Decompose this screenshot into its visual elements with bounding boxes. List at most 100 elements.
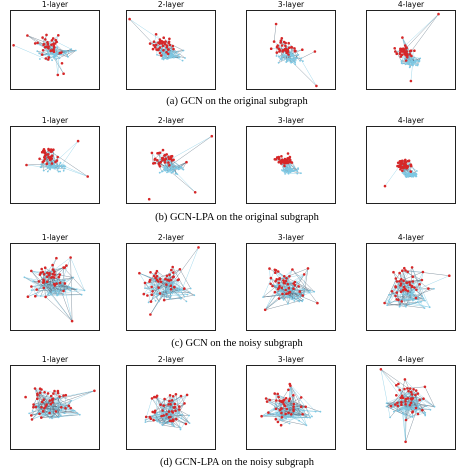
graph-node-blue — [403, 58, 406, 60]
graph-node-blue — [181, 288, 183, 291]
graph-node-red — [50, 150, 53, 153]
graph-node-red — [183, 287, 186, 290]
graph-node-blue — [188, 422, 191, 424]
graph-node-blue — [400, 60, 403, 63]
graph-edge — [43, 277, 74, 289]
graph-node-red — [379, 368, 383, 371]
graph-node-blue — [56, 293, 59, 296]
graph-node-blue — [167, 170, 170, 173]
graph-node-blue — [405, 175, 407, 178]
graph-edge — [177, 279, 181, 291]
graph-edge — [151, 152, 154, 164]
graph-node-red — [169, 155, 173, 158]
graph-node-red — [56, 155, 59, 159]
graph-node-blue — [177, 53, 180, 56]
graph-node-blue — [412, 402, 415, 405]
graph-edge — [265, 293, 283, 310]
graph-edge — [172, 413, 183, 415]
graph-node-blue — [287, 172, 290, 175]
graph-node-red — [276, 270, 280, 273]
graph-node-red — [288, 397, 292, 400]
graph-node-red — [275, 278, 278, 281]
graph-node-red — [421, 270, 425, 274]
graph-node-red — [301, 413, 304, 416]
graph-node-blue — [175, 167, 177, 170]
graph-edge — [155, 149, 164, 159]
graph-node-red — [45, 33, 48, 37]
graph-node-blue — [403, 173, 405, 176]
graph-node-blue — [144, 287, 146, 290]
graph-node-red — [56, 73, 60, 77]
graph-node-blue — [285, 54, 288, 56]
graph-node-blue — [165, 57, 168, 60]
graph-node-blue — [68, 285, 70, 288]
graph-node-red — [144, 415, 148, 419]
graph-node-blue — [179, 166, 182, 169]
graph-node-red — [287, 41, 290, 45]
graph-edge — [294, 58, 297, 65]
graph-node-red — [60, 51, 63, 54]
graph-node-red — [282, 279, 285, 282]
graph-edge — [29, 413, 55, 417]
graph-node-red — [404, 163, 407, 166]
graph-node-red — [148, 280, 151, 283]
graph-node-blue — [168, 169, 170, 171]
graph-node-blue — [73, 409, 76, 412]
graph-node-blue — [296, 57, 299, 59]
graph-node-red — [37, 280, 41, 283]
graph-edge — [26, 163, 47, 166]
graph-edge — [424, 386, 435, 407]
graph-edge — [290, 385, 313, 417]
graph-node-red — [48, 156, 51, 160]
graph-node-blue — [51, 59, 53, 62]
graph-node-blue — [32, 280, 34, 283]
graph-node-blue — [42, 169, 45, 172]
graph-node-red — [291, 268, 294, 271]
graph-node-blue — [416, 170, 418, 172]
graph-node-red — [392, 270, 395, 274]
graph-node-red — [404, 400, 407, 403]
graph-node-red — [42, 278, 45, 282]
graph-node-red — [160, 54, 163, 57]
graph-drawing — [260, 382, 322, 427]
graph-node-blue — [290, 296, 293, 299]
graph-node-blue — [155, 295, 158, 298]
graph-node-red — [170, 419, 173, 423]
graph-edge — [395, 286, 419, 299]
graph-node-red — [402, 279, 405, 282]
graph-node-blue — [169, 292, 172, 294]
graph-panel-b2 — [126, 126, 216, 204]
graph-node-blue — [301, 300, 304, 303]
graph-node-red — [152, 40, 156, 43]
graph-node-blue — [302, 291, 305, 294]
graph-edge — [166, 288, 179, 290]
graph-node-red — [272, 40, 276, 43]
graph-node-red — [156, 159, 159, 162]
graph-node-blue — [290, 55, 293, 58]
graph-node-blue — [415, 175, 418, 178]
graph-node-red — [150, 285, 153, 289]
graph-node-blue — [61, 282, 64, 285]
graph-node-red — [279, 423, 283, 427]
graph-node-blue — [70, 399, 73, 402]
graph-panel-b3 — [246, 126, 336, 204]
graph-node-blue — [286, 58, 289, 61]
graph-edge — [389, 398, 406, 418]
graph-node-blue — [40, 285, 42, 288]
graph-node-red — [273, 290, 277, 294]
graph-node-red — [150, 293, 154, 297]
graph-node-blue — [74, 49, 77, 52]
graph-node-blue — [169, 166, 172, 168]
graph-node-red — [159, 280, 163, 284]
graph-node-blue — [179, 426, 181, 429]
graph-node-blue — [294, 169, 297, 172]
graph-node-blue — [296, 170, 299, 173]
graph-node-blue — [188, 291, 191, 294]
graph-edge — [36, 287, 44, 296]
graph-node-blue — [38, 52, 41, 55]
graph-node-blue — [181, 413, 183, 416]
graph-node-blue — [72, 410, 74, 412]
graph-node-blue — [162, 58, 165, 61]
graph-node-blue — [407, 402, 410, 405]
graph-node-blue — [170, 48, 173, 51]
